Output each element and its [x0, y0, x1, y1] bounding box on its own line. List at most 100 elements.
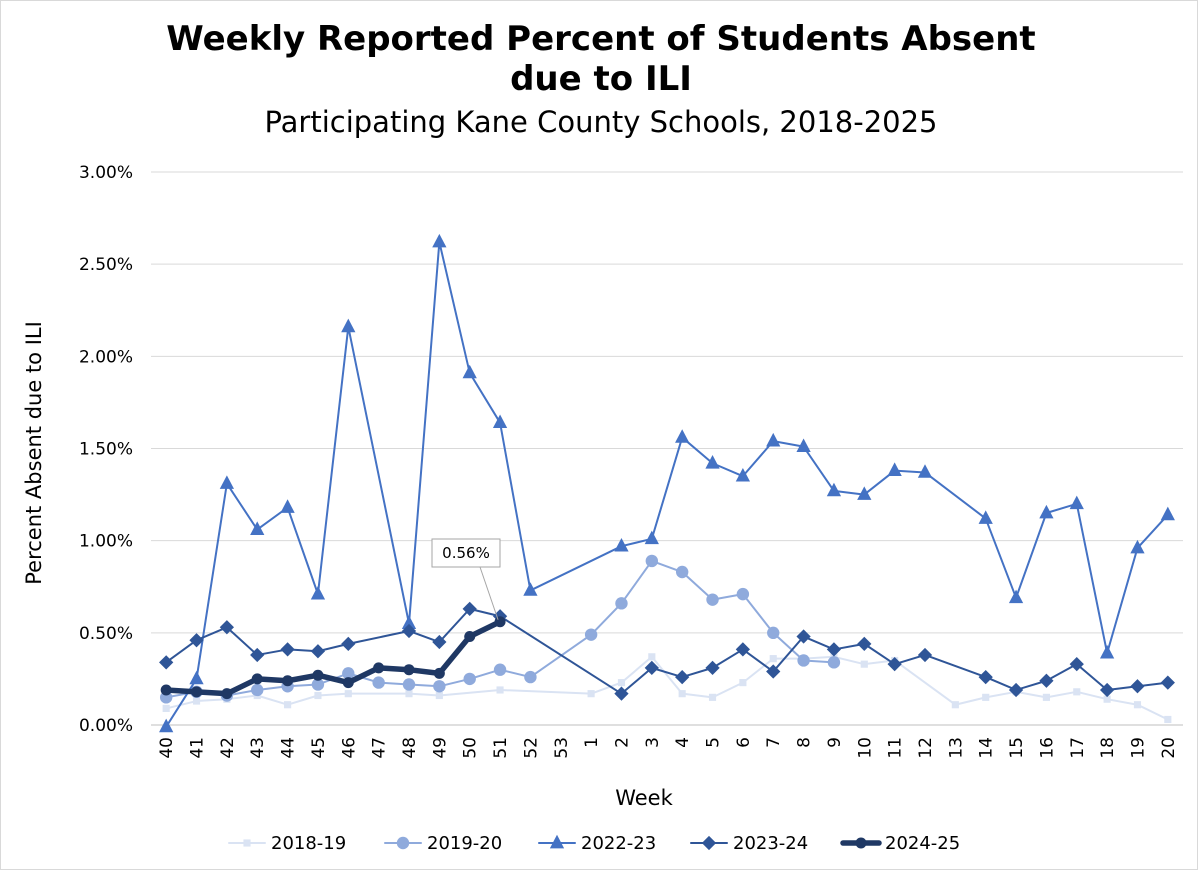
legend-label: 2024-25	[885, 833, 960, 854]
x-tick-label: 52	[521, 737, 541, 759]
data-point	[735, 467, 751, 482]
data-point	[280, 642, 295, 657]
legend-label: 2023-24	[733, 833, 808, 854]
data-point	[1130, 539, 1145, 554]
chart-title-line-2: due to ILI	[510, 59, 692, 99]
data-point	[826, 482, 842, 497]
data-point	[1133, 701, 1142, 709]
data-point	[735, 642, 751, 657]
x-tick-label: 7	[764, 737, 784, 748]
data-point	[705, 660, 720, 675]
data-point	[705, 455, 720, 469]
data-point	[462, 364, 477, 379]
legend: 2018-19 2019-20 2022-23 2023-24 2024-25	[228, 833, 960, 854]
x-tick-label: 3	[643, 737, 663, 748]
x-tick-label: 51	[491, 737, 511, 759]
data-point	[645, 554, 659, 568]
x-tick-label: 40	[157, 737, 177, 759]
data-point	[708, 693, 717, 701]
data-point	[435, 691, 443, 700]
x-tick-label: 49	[430, 737, 450, 759]
data-point	[159, 655, 174, 670]
data-point	[917, 464, 933, 478]
data-point	[342, 677, 354, 689]
data-point	[314, 691, 322, 700]
data-point	[160, 684, 172, 696]
data-point	[766, 664, 781, 679]
x-tick-label: 13	[946, 737, 966, 759]
data-point	[341, 636, 356, 652]
data-point	[189, 633, 204, 648]
data-point	[159, 718, 174, 733]
legend-item-2023-24: 2023-24	[690, 833, 808, 854]
data-point	[917, 647, 933, 663]
data-point	[614, 686, 629, 701]
x-tick-label: 41	[188, 737, 208, 759]
series-layer	[159, 233, 1175, 733]
legend-label: 2018-19	[271, 833, 346, 854]
x-tick-label: 46	[339, 737, 359, 759]
data-point	[644, 660, 659, 675]
data-point	[982, 693, 990, 701]
data-point	[796, 438, 811, 453]
x-tick-label: 43	[248, 737, 268, 759]
callout-leader	[479, 566, 499, 620]
data-point	[462, 601, 477, 616]
data-point	[736, 587, 750, 601]
data-point	[796, 629, 811, 644]
legend-swatch-marker	[396, 836, 410, 850]
y-tick-label: 3.00%	[79, 163, 133, 183]
data-point	[678, 690, 686, 698]
data-point	[797, 654, 810, 667]
x-tick-label: 11	[886, 737, 906, 759]
x-tick-label: 44	[279, 737, 299, 759]
data-point	[675, 669, 690, 685]
x-tick-label: 50	[461, 737, 481, 759]
y-tick-label: 2.50%	[79, 255, 133, 275]
data-point	[648, 653, 656, 661]
data-point	[402, 678, 416, 691]
x-tick-label: 14	[977, 737, 997, 759]
data-point	[706, 593, 719, 606]
series-2022-23	[159, 233, 1175, 733]
data-label: 0.56%	[442, 544, 490, 562]
data-point	[284, 701, 292, 709]
legend-swatch-marker	[855, 837, 867, 849]
data-point	[492, 414, 508, 429]
data-point	[496, 686, 504, 694]
data-point	[189, 670, 204, 685]
data-point	[887, 657, 902, 672]
data-point	[493, 663, 507, 676]
x-tick-label: 17	[1068, 737, 1088, 759]
x-tick-label: 5	[704, 737, 724, 748]
data-point	[767, 626, 780, 640]
x-tick-label: 9	[825, 737, 845, 748]
data-point	[251, 683, 264, 697]
data-point	[1160, 506, 1175, 521]
y-axis-ticks: 0.00% 0.50% 1.00% 1.50% 2.00% 2.50% 3.00%	[79, 163, 133, 736]
data-point	[372, 676, 385, 689]
legend-item-2024-25: 2024-25	[840, 833, 960, 854]
gridlines	[151, 171, 1183, 634]
data-point	[310, 585, 326, 600]
data-point	[860, 660, 868, 668]
data-point	[463, 672, 476, 686]
data-point	[1069, 657, 1084, 672]
data-point	[1008, 682, 1024, 698]
y-axis-title: Percent Absent due to ILI	[22, 321, 46, 585]
callout-box	[431, 538, 501, 568]
data-point	[1008, 589, 1024, 604]
legend-swatch-marker	[549, 834, 565, 849]
data-point	[403, 664, 415, 676]
data-point	[342, 667, 355, 680]
data-point	[192, 697, 201, 705]
data-point	[494, 616, 506, 628]
x-tick-label: 2	[612, 737, 632, 748]
data-point	[432, 233, 447, 248]
data-point	[1073, 688, 1081, 696]
data-point	[433, 667, 445, 679]
legend-item-2018-19: 2018-19	[228, 833, 346, 854]
series-line	[165, 241, 1169, 728]
data-point	[1160, 675, 1175, 690]
